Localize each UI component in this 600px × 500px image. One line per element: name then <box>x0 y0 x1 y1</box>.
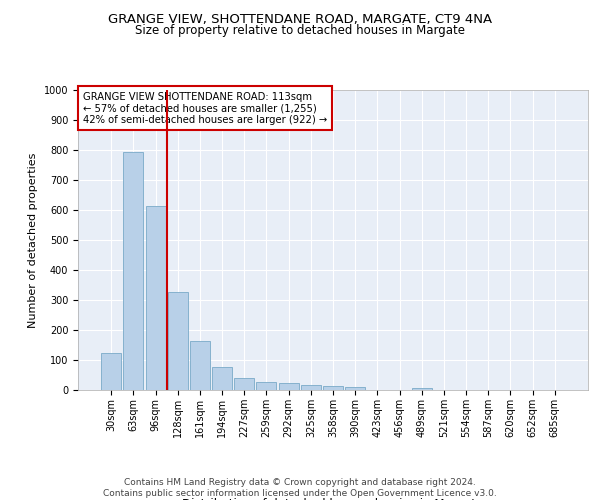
Bar <box>256 382 277 390</box>
Text: Size of property relative to detached houses in Margate: Size of property relative to detached ho… <box>135 24 465 37</box>
Bar <box>323 386 343 390</box>
Bar <box>124 152 143 390</box>
Bar <box>212 366 232 390</box>
Bar <box>190 342 210 390</box>
Bar <box>278 383 299 390</box>
Bar <box>412 388 432 390</box>
Bar <box>101 352 121 390</box>
Text: GRANGE VIEW SHOTTENDANE ROAD: 113sqm
← 57% of detached houses are smaller (1,255: GRANGE VIEW SHOTTENDANE ROAD: 113sqm ← 5… <box>83 92 328 124</box>
Bar <box>146 206 166 390</box>
Y-axis label: Number of detached properties: Number of detached properties <box>28 152 38 328</box>
Bar <box>345 387 365 390</box>
Bar <box>301 384 321 390</box>
Bar <box>168 292 188 390</box>
X-axis label: Distribution of detached houses by size in Margate: Distribution of detached houses by size … <box>182 498 484 500</box>
Bar <box>234 378 254 390</box>
Text: Contains HM Land Registry data © Crown copyright and database right 2024.
Contai: Contains HM Land Registry data © Crown c… <box>103 478 497 498</box>
Text: GRANGE VIEW, SHOTTENDANE ROAD, MARGATE, CT9 4NA: GRANGE VIEW, SHOTTENDANE ROAD, MARGATE, … <box>108 12 492 26</box>
